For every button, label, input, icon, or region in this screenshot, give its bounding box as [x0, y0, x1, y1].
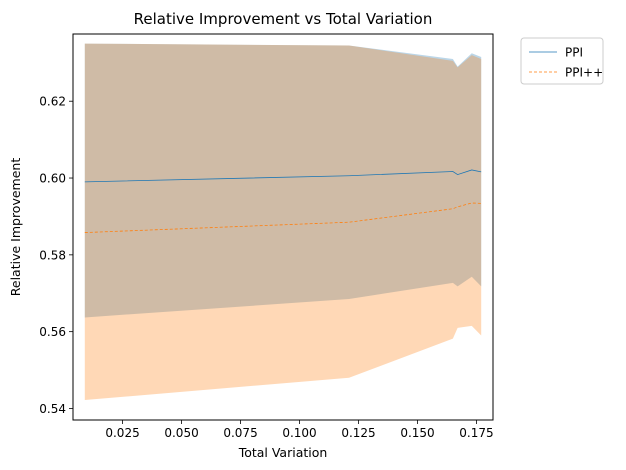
- x-tick-label: 0.150: [400, 426, 434, 440]
- x-axis-label: Total Variation: [238, 445, 328, 460]
- x-tick-label: 0.125: [341, 426, 375, 440]
- plot-frame: [72, 33, 494, 421]
- x-tick-label: 0.025: [105, 426, 139, 440]
- x-tick-label: 0.050: [164, 426, 198, 440]
- series-lines: [84, 169, 482, 233]
- y-tick-label: 0.54: [39, 402, 66, 416]
- x-tick-label: 0.075: [223, 426, 257, 440]
- legend-label: PPI++: [565, 66, 603, 80]
- y-axis-label: Relative Improvement: [8, 158, 23, 297]
- line-ppi: [84, 169, 482, 183]
- y-tick-label: 0.60: [39, 172, 66, 186]
- x-tick-label: 0.175: [459, 426, 493, 440]
- band-ppi: [84, 43, 482, 318]
- y-tick-label: 0.62: [39, 95, 66, 109]
- x-axis-ticks: 0.025 0.050 0.075 0.100 0.125 0.150 0.175: [105, 420, 494, 440]
- y-axis-ticks: 0.54 0.56 0.58 0.60 0.62: [39, 95, 73, 416]
- y-tick-label: 0.58: [39, 248, 66, 262]
- y-tick-label: 0.56: [39, 325, 66, 339]
- legend-label: PPI: [565, 46, 583, 60]
- legend-box: [520, 37, 604, 85]
- line-ppiplusplus: [84, 202, 482, 233]
- chart-title: Relative Improvement vs Total Variation: [134, 10, 433, 28]
- legend: PPI PPI++: [520, 37, 604, 85]
- band-ppiplusplus: [84, 43, 482, 401]
- x-tick-label: 0.100: [282, 426, 316, 440]
- confidence-bands: [84, 43, 482, 401]
